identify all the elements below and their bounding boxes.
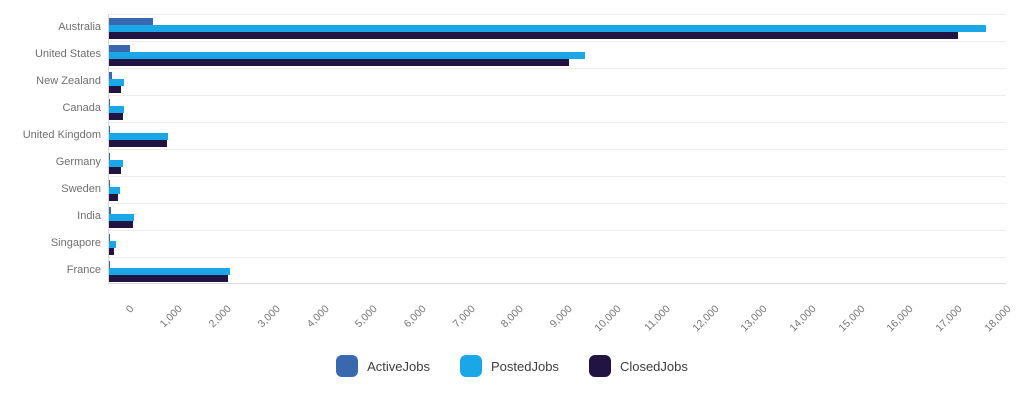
x-tick-label: 2,000 bbox=[206, 303, 234, 331]
x-tick-label: 13,000 bbox=[738, 303, 770, 335]
y-axis-labels: Australia United States New Zealand Canada U… bbox=[0, 14, 101, 284]
category-row bbox=[109, 230, 1006, 257]
category-label: New Zealand bbox=[36, 75, 101, 87]
category-label: United States bbox=[34, 48, 101, 60]
bar-postedjobs bbox=[109, 187, 120, 194]
category-row bbox=[109, 176, 1006, 203]
category-label: India bbox=[77, 210, 101, 222]
x-tick-label: 11,000 bbox=[641, 303, 673, 334]
bar-activejobs bbox=[109, 99, 110, 106]
bar-closedjobs bbox=[109, 248, 114, 255]
x-tick-label: 16,000 bbox=[884, 303, 917, 335]
category-row bbox=[109, 41, 1006, 68]
category-row bbox=[109, 68, 1006, 95]
bar-closedjobs bbox=[109, 86, 121, 93]
bar-postedjobs bbox=[109, 214, 134, 221]
bar-activejobs bbox=[109, 207, 111, 214]
bar-postedjobs bbox=[109, 79, 124, 86]
bar-closedjobs bbox=[109, 113, 123, 120]
category-row bbox=[109, 203, 1006, 230]
bar-activejobs bbox=[109, 180, 110, 187]
bar-activejobs bbox=[109, 72, 112, 79]
x-tick-label: 8,000 bbox=[499, 303, 527, 331]
x-tick-label: 6,000 bbox=[401, 303, 429, 331]
bar-closedjobs bbox=[109, 59, 569, 66]
x-tick-label: 10,000 bbox=[592, 303, 624, 335]
bar-closedjobs bbox=[109, 140, 167, 147]
x-tick-label: 14,000 bbox=[787, 303, 819, 335]
x-tick-label: 4,000 bbox=[304, 303, 332, 331]
x-tick-label: 17,000 bbox=[933, 303, 965, 335]
legend-label: PostedJobs bbox=[491, 358, 559, 374]
category-label: Canada bbox=[62, 102, 101, 114]
category-label: Germany bbox=[55, 156, 101, 168]
x-tick-label: 5,000 bbox=[353, 303, 381, 331]
bar-postedjobs bbox=[109, 241, 116, 248]
bar-activejobs bbox=[109, 261, 110, 268]
x-tick-label: 1,000 bbox=[158, 303, 186, 331]
x-tick-label: 12,000 bbox=[689, 303, 722, 335]
bar-postedjobs bbox=[109, 160, 123, 167]
bar-activejobs bbox=[109, 153, 110, 160]
category-label: Singapore bbox=[50, 237, 101, 249]
bar-postedjobs bbox=[109, 133, 168, 140]
legend-item-closedjobs[interactable]: ClosedJobs bbox=[588, 355, 688, 377]
legend: ActiveJobs PostedJobs ClosedJobs bbox=[0, 355, 1024, 377]
bar-activejobs bbox=[109, 45, 130, 52]
x-tick-label: 15,000 bbox=[836, 303, 868, 335]
legend-label: ActiveJobs bbox=[367, 358, 430, 374]
legend-swatch bbox=[460, 355, 482, 377]
plot-area bbox=[108, 14, 1006, 284]
category-row bbox=[109, 14, 1006, 41]
category-label: Sweden bbox=[61, 183, 101, 195]
bar-closedjobs bbox=[109, 167, 121, 174]
category-row bbox=[109, 257, 1006, 284]
category-row bbox=[109, 95, 1006, 122]
legend-label: ClosedJobs bbox=[619, 358, 688, 374]
bar-activejobs bbox=[109, 126, 110, 133]
legend-item-activejobs[interactable]: ActiveJobs bbox=[336, 355, 430, 377]
category-label: United Kingdom bbox=[22, 129, 101, 141]
x-tick-label: 3,000 bbox=[255, 303, 283, 331]
category-row bbox=[109, 149, 1006, 176]
category-row bbox=[109, 122, 1006, 149]
bar-postedjobs bbox=[109, 106, 124, 113]
bar-closedjobs bbox=[109, 194, 118, 201]
x-tick-label: 9,000 bbox=[547, 303, 575, 331]
category-label: Australia bbox=[58, 21, 101, 33]
bar-closedjobs bbox=[109, 275, 228, 282]
legend-swatch bbox=[588, 355, 611, 377]
bar-postedjobs bbox=[109, 268, 230, 275]
x-tick-label: 18,000 bbox=[982, 303, 1014, 335]
x-tick-label: 0 bbox=[123, 303, 137, 316]
category-label: France bbox=[66, 264, 101, 276]
bar-closedjobs bbox=[109, 221, 133, 228]
legend-swatch bbox=[336, 355, 359, 377]
x-tick-label: 7,000 bbox=[450, 303, 478, 331]
bar-postedjobs bbox=[109, 25, 986, 32]
bar-activejobs bbox=[109, 18, 153, 25]
bar-activejobs bbox=[109, 234, 110, 241]
bar-closedjobs bbox=[109, 32, 958, 39]
bar-postedjobs bbox=[109, 52, 585, 59]
legend-item-postedjobs[interactable]: PostedJobs bbox=[460, 355, 559, 377]
